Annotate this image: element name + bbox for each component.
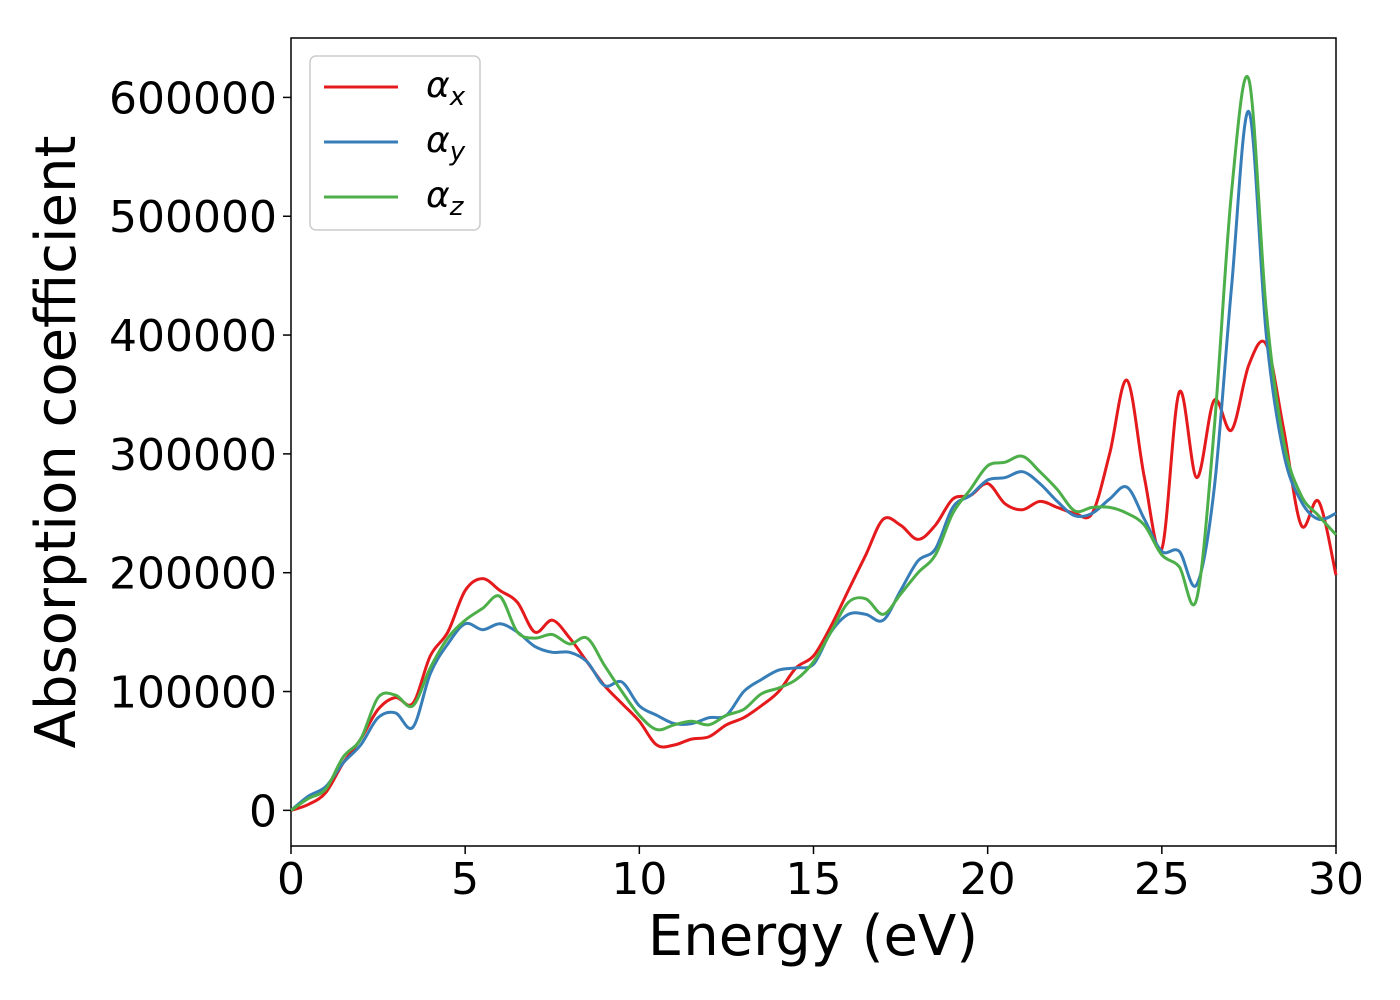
- x-tick-label: 15: [786, 854, 842, 905]
- series-line-x: [290, 339, 1338, 812]
- x-tick-label: 0: [277, 854, 305, 905]
- y-axis-title: Absorption coefficient: [24, 136, 89, 749]
- y-tick-label: 300000: [109, 430, 277, 481]
- y-tick-label: 500000: [109, 192, 277, 243]
- y-tick-label: 0: [249, 786, 277, 837]
- x-axis-title: Energy (eV): [648, 904, 978, 969]
- y-tick-label: 600000: [109, 73, 277, 124]
- series-lines: [290, 75, 1338, 812]
- x-tick-label: 20: [960, 854, 1016, 905]
- y-tick-label: 400000: [109, 311, 277, 362]
- x-axis: 0 5 10 15 20 25 30: [277, 846, 1364, 905]
- x-tick-label: 5: [451, 854, 479, 905]
- y-tick-label: 200000: [109, 549, 277, 600]
- x-tick-label: 30: [1308, 854, 1364, 905]
- x-tick-label: 25: [1134, 854, 1190, 905]
- x-tick-label: 10: [611, 854, 667, 905]
- y-axis: 0 100000 200000 300000 400000 500000 600000: [109, 73, 291, 837]
- y-tick-label: 100000: [109, 668, 277, 719]
- series-line-z: [290, 75, 1338, 812]
